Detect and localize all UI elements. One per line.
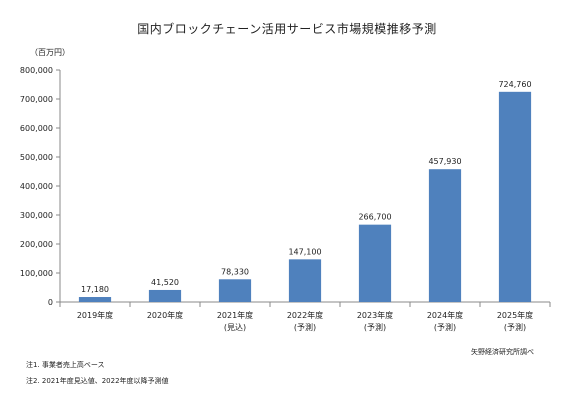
x-category-note: (予測) — [364, 322, 386, 332]
bar-value-label: 724,760 — [498, 80, 531, 89]
x-category-label: 2019年度 — [77, 310, 113, 320]
y-tick-label: 200,000 — [20, 240, 53, 249]
x-category-label: 2024年度 — [427, 310, 463, 320]
y-tick-label: 500,000 — [20, 153, 53, 162]
y-tick-label: 300,000 — [20, 211, 53, 220]
footnote-2: 注2. 2021年度見込値、2022年度以降予測値 — [26, 377, 169, 385]
y-tick-label: 700,000 — [20, 95, 53, 104]
bar-value-label: 266,700 — [358, 213, 391, 222]
bar — [428, 169, 462, 302]
footnote-1: 注1. 事業者売上高ベース — [26, 361, 105, 369]
y-tick-label: 100,000 — [20, 269, 53, 278]
bar — [218, 279, 252, 302]
x-category-label: 2025年度 — [497, 310, 533, 320]
y-tick-label: 600,000 — [20, 124, 53, 133]
bar — [148, 289, 182, 302]
bar-value-label: 17,180 — [81, 285, 109, 294]
bar-value-label: 147,100 — [288, 247, 321, 256]
bar-value-label: 41,520 — [151, 278, 179, 287]
source-note: 矢野経済研究所調べ — [471, 348, 534, 356]
bar — [78, 297, 112, 302]
x-category-note: (見込) — [224, 323, 246, 332]
bar — [358, 224, 392, 302]
y-tick-label: 0 — [48, 298, 53, 307]
y-unit-label: （百万円） — [30, 48, 70, 57]
x-category-note: (予測) — [434, 322, 456, 332]
x-category-label: 2021年度 — [217, 310, 253, 320]
x-category-label: 2022年度 — [287, 310, 323, 320]
x-category-label: 2023年度 — [357, 310, 393, 320]
y-tick-label: 400,000 — [20, 182, 53, 191]
x-category-label: 2020年度 — [147, 310, 183, 320]
bar-value-label: 457,930 — [428, 157, 461, 166]
chart-title: 国内ブロックチェーン活用サービス市場規模推移予測 — [137, 22, 437, 36]
y-tick-label: 800,000 — [20, 66, 53, 75]
bar — [498, 91, 532, 302]
x-category-note: (予測) — [294, 322, 316, 332]
x-category-note: (予測) — [504, 322, 526, 332]
bar — [288, 259, 322, 302]
bar-value-label: 78,330 — [221, 267, 249, 276]
